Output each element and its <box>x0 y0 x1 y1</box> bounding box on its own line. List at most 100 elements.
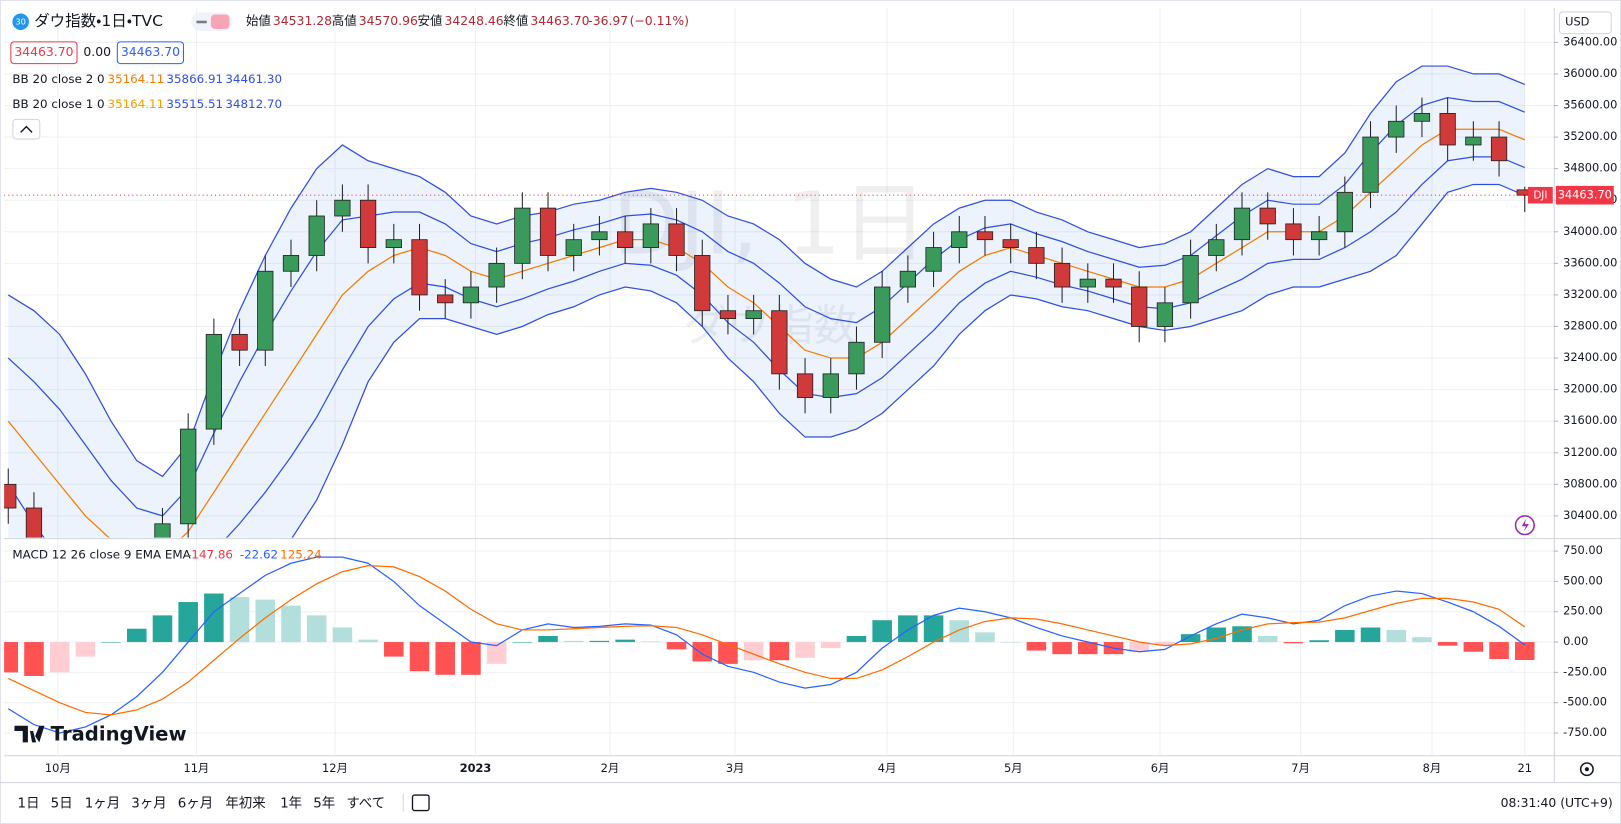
y-tick-label: 36000.00 <box>1563 66 1617 80</box>
macd-histogram-bar <box>512 642 533 643</box>
macd-histogram-bar <box>1463 642 1484 652</box>
x-tick-label: 8月 <box>1423 761 1442 775</box>
macd-histogram-bar <box>563 640 584 643</box>
y-tick-label: 33200.00 <box>1563 287 1617 301</box>
macd-histogram-bar <box>872 620 892 643</box>
indicator-value: 35515.51 <box>166 97 223 111</box>
macd-histogram-bar <box>409 642 430 672</box>
candle-body <box>1053 262 1071 288</box>
x-tick-label: 10月 <box>45 761 71 775</box>
macd-histogram-bar <box>461 642 481 675</box>
indicator-value: 125.24 <box>280 548 322 562</box>
currency: USD <box>1565 15 1590 29</box>
macd-histogram-bar <box>204 593 224 643</box>
x-tick-label: 6月 <box>1151 761 1170 775</box>
ohlc-value: 34463.70 <box>530 13 589 28</box>
price-tag-symbol: DJI <box>1533 190 1547 202</box>
candle-body <box>899 270 916 288</box>
macd-histogram-bar <box>1437 642 1458 646</box>
range-button[interactable]: 3ヶ月 <box>131 796 166 811</box>
candle-body <box>1259 207 1276 225</box>
macd-histogram-bar <box>1155 642 1175 646</box>
macd-histogram-bar <box>332 627 353 643</box>
bb-band <box>7 156 1525 538</box>
macd-histogram-bar <box>1180 634 1201 643</box>
settings-icon[interactable] <box>1579 762 1594 777</box>
currency-button[interactable] <box>1558 11 1612 35</box>
logo-text[interactable]: TradingView <box>51 723 187 746</box>
x-tick-label: 7月 <box>1291 761 1310 775</box>
candle-body <box>1362 136 1379 193</box>
x-tick-label: 11月 <box>183 761 209 775</box>
y-tick-label: 31200.00 <box>1563 445 1617 459</box>
candle-body <box>282 255 300 272</box>
candle-body <box>25 507 43 538</box>
y-tick-label: 32800.00 <box>1563 318 1617 332</box>
range-button[interactable]: 5日 <box>51 796 73 811</box>
price-tag: 34463.70 <box>1558 188 1612 202</box>
macd-histogram-bar <box>1283 642 1304 644</box>
range-button[interactable]: 年初来 <box>225 795 265 811</box>
ask-price: 34463.70 <box>121 44 180 59</box>
collapse-button[interactable] <box>12 118 41 140</box>
macd-histogram-bar <box>589 640 610 643</box>
bid-box[interactable] <box>10 41 78 65</box>
signal-line <box>8 565 1526 716</box>
macd-histogram-bar <box>255 599 276 643</box>
range-button[interactable]: 6ヶ月 <box>178 796 213 811</box>
x-tick-label: 2月 <box>601 761 620 775</box>
candle-body <box>642 223 659 248</box>
macd-histogram-bar <box>126 628 147 643</box>
candle-body <box>1413 112 1431 122</box>
candle-body <box>719 310 737 320</box>
macd-histogram-bar <box>949 620 970 643</box>
ohlc-label: 終値 <box>503 13 528 28</box>
x-tick-label: 21 <box>1518 761 1532 775</box>
x-tick-label: 4月 <box>878 761 897 775</box>
candle-body <box>1131 286 1148 327</box>
macd-histogram-bar <box>358 639 378 643</box>
ohlc-value: 34570.96 <box>359 13 418 28</box>
candle-body <box>437 294 454 304</box>
range-button[interactable]: 5年 <box>313 795 335 811</box>
bb-band <box>7 65 1525 478</box>
macd-histogram-bar <box>1335 629 1355 643</box>
macd-histogram-bar <box>846 635 867 643</box>
candle-body <box>334 199 351 217</box>
symbol-title[interactable]: ダウ指数・1日・TVC <box>34 12 163 30</box>
price-tag-symbol-box <box>1527 186 1553 204</box>
candle-body <box>976 231 994 241</box>
candle-body <box>1465 136 1482 146</box>
candle-body <box>4 483 17 509</box>
candle-body <box>1490 136 1508 162</box>
range-button[interactable]: 1年 <box>280 795 302 811</box>
calendar-icon[interactable] <box>411 794 430 812</box>
indicator-value: -147.86 <box>187 548 233 562</box>
candle-body <box>951 231 968 248</box>
y-tick-label: 36400.00 <box>1563 34 1617 48</box>
macd-histogram-bar <box>666 642 687 650</box>
y-tick-label: 0.00 <box>1563 634 1588 648</box>
candle-body <box>925 247 942 272</box>
x-tick-label: 2023 <box>460 761 492 775</box>
macd-histogram-bar <box>718 642 738 664</box>
range-button[interactable]: 1日 <box>18 796 40 811</box>
macd-histogram-bar <box>975 632 995 643</box>
candle-body <box>1439 112 1456 146</box>
spread: 0.00 <box>83 44 111 59</box>
macd-histogram-bar <box>24 642 44 677</box>
macd-histogram-bar <box>49 642 70 673</box>
macd-histogram-bar <box>384 642 404 657</box>
range-button[interactable]: すべて <box>346 795 385 811</box>
macd-histogram-bar <box>486 642 507 664</box>
price-tag-box <box>1555 185 1614 205</box>
y-tick-label: 31600.00 <box>1563 413 1617 427</box>
ask-box[interactable] <box>116 41 185 65</box>
icon-compare[interactable] <box>210 14 230 29</box>
y-tick-label: 30400.00 <box>1563 508 1617 522</box>
candle-body <box>745 310 762 320</box>
range-button[interactable]: 1ヶ月 <box>85 796 120 811</box>
badge-text: 30 <box>15 17 26 27</box>
macd-histogram-bar <box>1412 637 1432 643</box>
